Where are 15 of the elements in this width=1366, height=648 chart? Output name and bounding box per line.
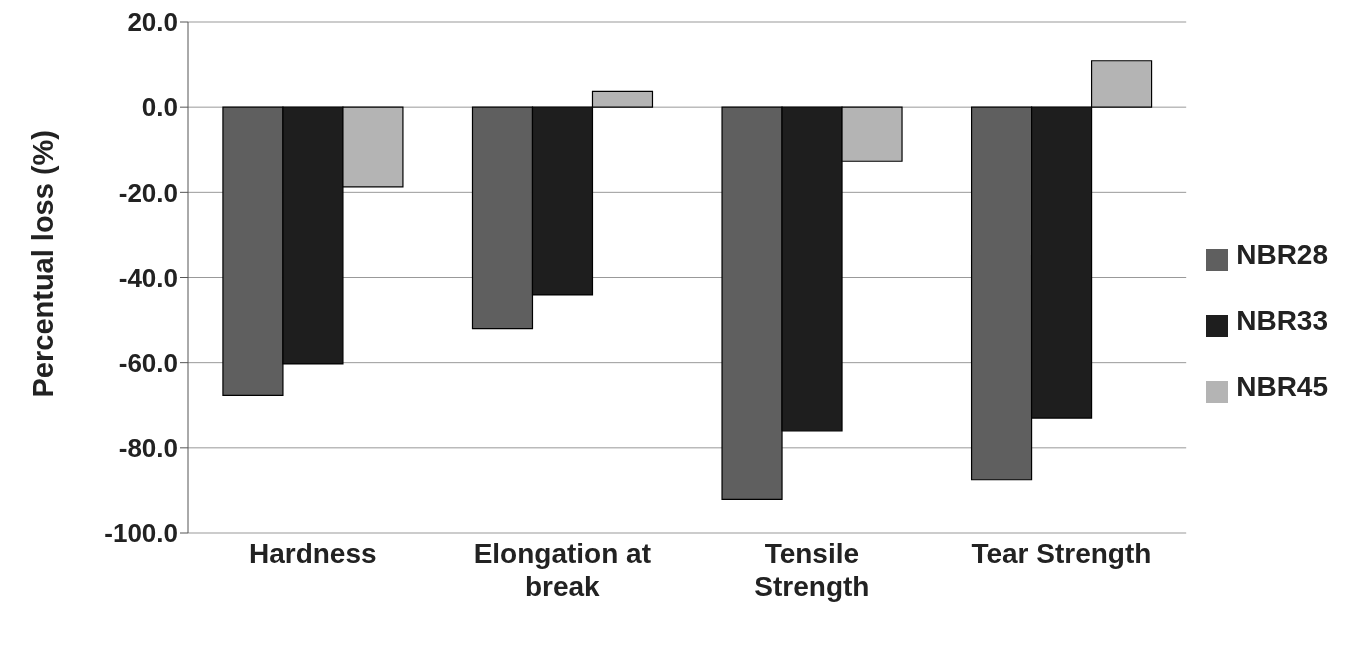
x-tick-label: Tensile Strength [754, 538, 870, 602]
y-tick-label: -60.0 [118, 347, 178, 378]
y-tick-label: -100.0 [104, 518, 178, 549]
legend-label: NBR33 [1236, 305, 1328, 336]
y-tick-label: -20.0 [118, 177, 178, 208]
y-axis-title: Percentual loss (%) [27, 129, 60, 398]
x-tick-label: Elongation at break [473, 538, 651, 602]
legend-label: NBR28 [1236, 239, 1328, 270]
x-tick-label: Tear Strength [971, 538, 1152, 569]
x-tick-label: Hardness [248, 538, 377, 569]
y-tick-label: 0.0 [141, 92, 178, 123]
legend-label: NBR45 [1236, 371, 1328, 402]
y-tick-label: -80.0 [118, 433, 178, 464]
y-tick-label: 20.0 [127, 7, 178, 38]
y-tick-label: -40.0 [118, 262, 178, 293]
